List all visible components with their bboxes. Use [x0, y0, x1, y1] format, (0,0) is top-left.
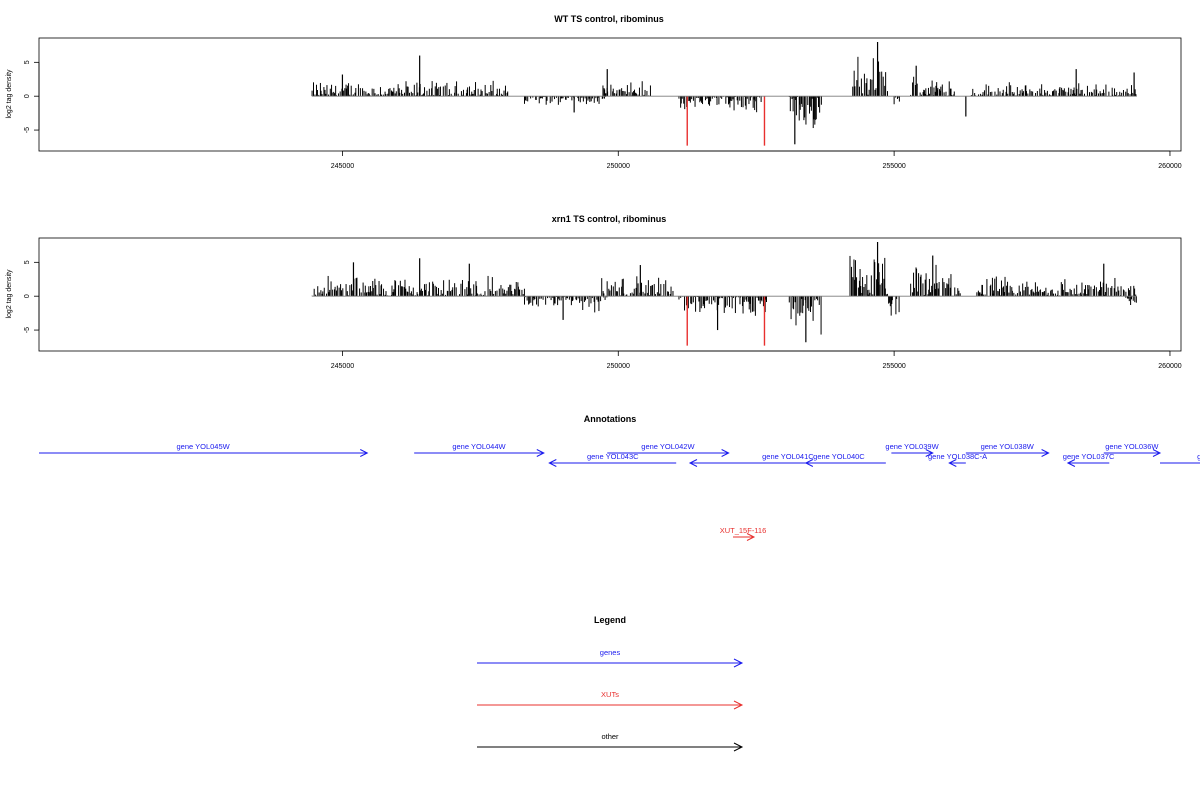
legend-label: other: [601, 732, 619, 741]
y-tick-label: -5: [24, 327, 31, 333]
y-tick-label: 5: [24, 60, 31, 64]
xrn1-signal-bars: [311, 242, 1137, 343]
x-tick-label: 250000: [607, 363, 630, 370]
arrow-right-icon: [925, 449, 934, 457]
annotation-feature: gene YOL038C-A: [928, 452, 987, 467]
arrow-right-icon: [733, 742, 744, 752]
annotation-feature: gene YOL042W: [607, 442, 730, 457]
feature-label: gene YOL042W: [641, 442, 695, 451]
wt-track-panel: WT TS control, ribominus -5 0 5 245000 2500…: [6, 14, 1182, 170]
feature-label: gene YOL043C: [587, 452, 639, 461]
xrn1-track-panel: xrn1 TS control, ribominus -5 0 5 245000 25…: [6, 214, 1182, 370]
annotations-title: Annotations: [584, 414, 637, 424]
y-tick-label: 0: [24, 94, 31, 98]
x-tick-label: 245000: [331, 163, 354, 170]
arrow-left-icon: [548, 459, 557, 467]
xrn1-track-title: xrn1 TS control, ribominus: [552, 214, 667, 224]
arrow-right-icon: [746, 533, 756, 541]
legend-title: Legend: [594, 615, 626, 625]
wt-highlighted-bars: [686, 96, 766, 146]
annotation-feature: gene YOL035C: [1160, 452, 1200, 464]
wt-signal-bars: [311, 42, 1137, 145]
legend-item-genes: genes: [477, 648, 744, 668]
legend-label: XUTs: [601, 690, 619, 699]
feature-label: gene YOL041C: [762, 452, 814, 461]
arrow-left-icon: [688, 459, 698, 467]
annotations-track: Annotations gene YOL045W gene YOL044W gene…: [39, 414, 1200, 541]
annotation-feature: gene YOL040C: [804, 452, 873, 467]
feature-label: gene YOL045W: [177, 442, 231, 451]
y-tick-label: 5: [24, 260, 31, 264]
arrow-right-icon: [1041, 449, 1050, 457]
y-tick-label: -5: [24, 127, 31, 133]
x-tick-label: 255000: [882, 163, 905, 170]
x-tick-label: 260000: [1158, 163, 1181, 170]
annotation-feature: gene YOL045W: [39, 442, 369, 457]
arrow-right-icon: [1152, 449, 1162, 457]
arrow-right-icon: [733, 658, 744, 668]
y-tick-label: 0: [24, 294, 31, 298]
arrow-left-icon: [948, 459, 957, 467]
arrow-left-icon: [1066, 459, 1076, 467]
feature-label: gene YOL035C: [1197, 452, 1200, 461]
arrow-right-icon: [536, 449, 545, 457]
wt-x-axis: 245000 250000 255000 260000: [331, 150, 1182, 170]
feature-label: gene YOL039W: [885, 442, 939, 451]
xrn1-y-axis-label: log2 tag density: [6, 269, 13, 319]
arrow-right-icon: [721, 449, 730, 457]
feature-label: XUT_15F-116: [720, 526, 767, 535]
annotation-feature: gene YOL044W: [414, 442, 545, 457]
xrn1-x-axis: 245000 250000 255000 260000: [331, 350, 1182, 370]
arrow-left-icon: [804, 459, 814, 467]
x-tick-label: 245000: [331, 363, 354, 370]
legend-label: genes: [600, 648, 621, 657]
feature-label: gene YOL038C-A: [928, 452, 987, 461]
x-tick-label: 255000: [882, 363, 905, 370]
legend: Legend genes XUTs other: [477, 615, 744, 752]
feature-label: gene YOL038W: [981, 442, 1035, 451]
annotation-feature: gene YOL039W: [885, 442, 940, 457]
legend-items: genes XUTs other: [477, 648, 744, 752]
feature-label: gene YOL037C: [1063, 452, 1115, 461]
xrn1-y-axis: -5 0 5: [24, 260, 40, 333]
legend-item-xuts: XUTs: [477, 690, 744, 710]
annotation-feature: gene YOL043C: [548, 452, 677, 467]
wt-y-axis: -5 0 5: [24, 60, 40, 133]
x-tick-label: 260000: [1158, 363, 1181, 370]
arrow-right-icon: [733, 700, 744, 710]
feature-label: gene YOL044W: [452, 442, 506, 451]
annotation-feature: gene YOL038W: [965, 442, 1050, 457]
annotation-feature: XUT_15F-116: [720, 526, 767, 541]
xrn1-highlighted-bars: [686, 296, 766, 346]
wt-y-axis-label: log2 tag density: [6, 69, 13, 119]
annotation-feature: gene YOL036W: [1103, 442, 1162, 457]
arrow-right-icon: [360, 449, 369, 457]
feature-label: gene YOL040C: [813, 452, 865, 461]
legend-item-other: other: [477, 732, 744, 752]
feature-label: gene YOL036W: [1105, 442, 1159, 451]
x-tick-label: 250000: [607, 163, 630, 170]
annotation-feature: gene YOL037C: [1063, 452, 1115, 467]
wt-track-title: WT TS control, ribominus: [554, 14, 664, 24]
